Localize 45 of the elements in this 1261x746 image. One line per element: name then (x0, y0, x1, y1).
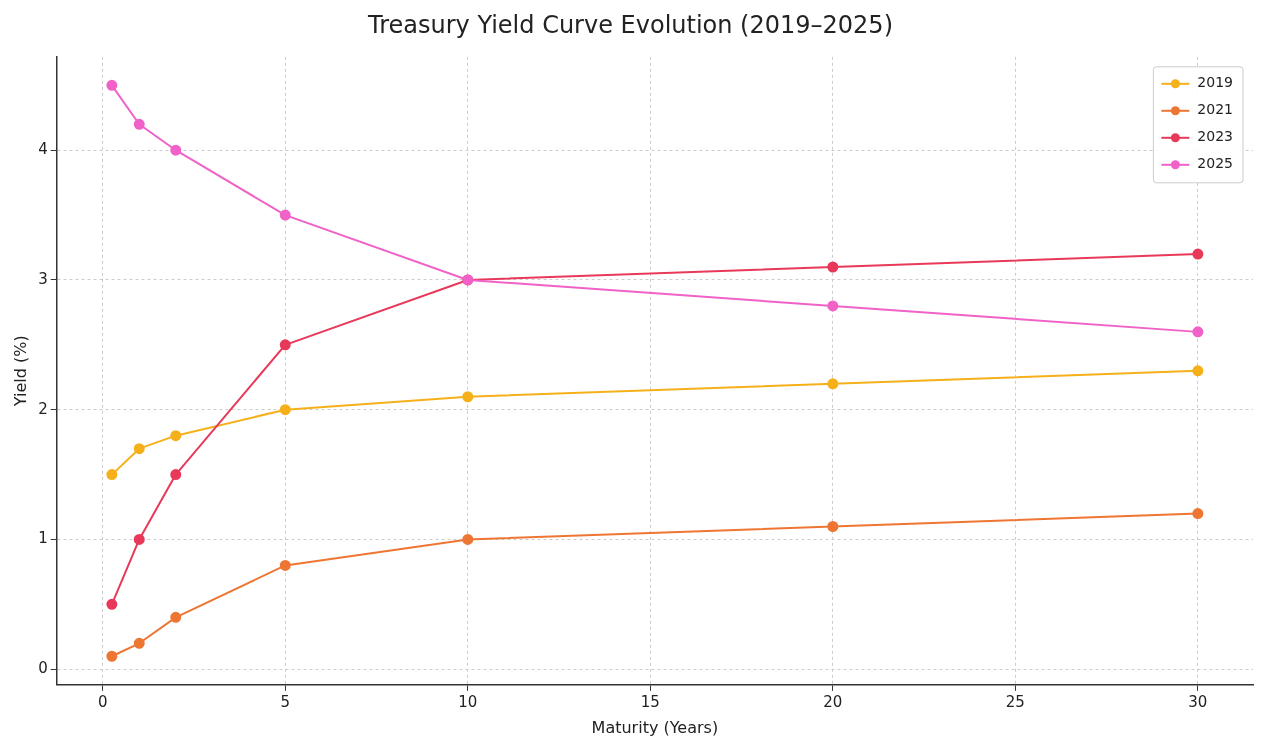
point (133, 533, 145, 545)
point (827, 261, 839, 273)
point (170, 144, 182, 156)
y-tick-label: 0 (38, 659, 48, 678)
point (1192, 326, 1204, 338)
legend-label: 2019 (1197, 74, 1234, 91)
x-tick-label: 10 (458, 692, 478, 711)
x-tick-label: 20 (823, 692, 843, 711)
y-tick-label: 1 (38, 529, 48, 548)
point (133, 637, 145, 649)
point (170, 430, 182, 442)
x-tick-label: 0 (97, 692, 108, 711)
x-tick-label: 30 (1188, 692, 1208, 711)
point (133, 118, 145, 130)
legend-label: 2021 (1197, 101, 1234, 118)
point (279, 339, 291, 351)
point (106, 650, 118, 662)
x-tick-label: 25 (1005, 692, 1025, 711)
point (106, 598, 118, 610)
point (279, 404, 291, 416)
point (827, 521, 839, 532)
point (827, 300, 839, 312)
point (170, 611, 182, 623)
point (106, 469, 118, 481)
legend-label: 2023 (1197, 128, 1234, 145)
y-tick-label: 3 (38, 269, 48, 288)
x-tick-label: 15 (640, 692, 660, 711)
chart-title: Treasury Yield Curve Evolution (2019–2025) (367, 10, 893, 39)
point (1192, 365, 1204, 377)
y-tick-label: 4 (38, 140, 48, 159)
point (279, 559, 291, 571)
y-tick-label: 2 (38, 399, 48, 418)
legend-label: 2025 (1197, 155, 1234, 172)
x-tick-label: 5 (280, 692, 291, 711)
point (1192, 248, 1204, 260)
point (1192, 508, 1204, 520)
point (827, 378, 839, 390)
point (170, 469, 182, 481)
point (279, 209, 291, 221)
point (462, 533, 474, 545)
point (462, 391, 474, 403)
point (106, 79, 118, 91)
point (133, 443, 145, 455)
y-axis-title: Yield (%) (10, 335, 30, 408)
x-axis-title: Maturity (Years) (591, 717, 719, 737)
